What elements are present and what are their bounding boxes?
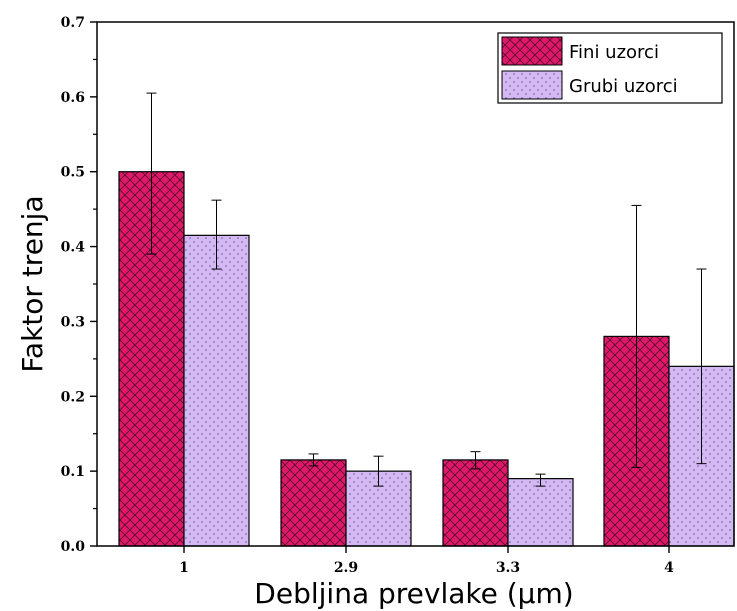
legend-swatch-fini — [501, 36, 563, 66]
x-axis: 1 2.9 3.3 4 — [179, 546, 674, 576]
y-tick-label: 0.7 — [61, 15, 85, 31]
x-tick-label: 3.3 — [496, 560, 520, 576]
error-bar-fini-uzorci-2_9 — [308, 453, 319, 467]
error-bar-fini-uzorci-3_3 — [470, 451, 481, 470]
y-axis: 0.0 0.1 0.2 0.3 0.4 0.5 0.6 0.7 — [61, 15, 97, 555]
bar-grubi-uzorci-1 — [183, 234, 250, 547]
error-bars-layer — [146, 92, 707, 487]
bar-grubi-uzorci-3_3 — [507, 478, 574, 547]
error-bar-grubi-uzorci-1 — [211, 199, 222, 270]
y-tick-label: 0.6 — [61, 90, 85, 106]
x-tick-label: 4 — [664, 560, 674, 576]
error-bar-fini-uzorci-1 — [146, 92, 157, 255]
error-bar-grubi-uzorci-3_3 — [535, 473, 546, 487]
y-tick-label: 0.5 — [61, 165, 85, 181]
y-tick-label: 0.3 — [61, 314, 85, 330]
error-bar-grubi-uzorci-4 — [696, 268, 707, 465]
legend-swatch-grubi — [501, 70, 563, 100]
x-tick-label: 2.9 — [334, 560, 358, 576]
legend-label-fini: Fini uzorci — [569, 42, 659, 63]
y-tick-label: 0.1 — [61, 464, 85, 480]
y-tick-label: 0.2 — [61, 389, 85, 405]
x-axis-title: Debljina prevlake (µm) — [254, 577, 573, 610]
plot-frame — [96, 21, 735, 547]
y-tick-label: 0.0 — [61, 539, 86, 555]
bar-fini-uzorci-2_9 — [280, 459, 347, 547]
legend-label-grubi: Grubi uzorci — [569, 76, 678, 97]
y-tick-label: 0.4 — [61, 240, 86, 256]
error-bar-fini-uzorci-4 — [631, 204, 642, 468]
legend: Fini uzorci Grubi uzorci — [497, 32, 723, 104]
x-tick-label: 1 — [179, 560, 189, 576]
error-bar-grubi-uzorci-2_9 — [373, 455, 384, 487]
bar-fini-uzorci-3_3 — [442, 459, 509, 547]
y-axis-title: Faktor trenja — [16, 195, 49, 372]
bars-layer — [118, 171, 735, 547]
